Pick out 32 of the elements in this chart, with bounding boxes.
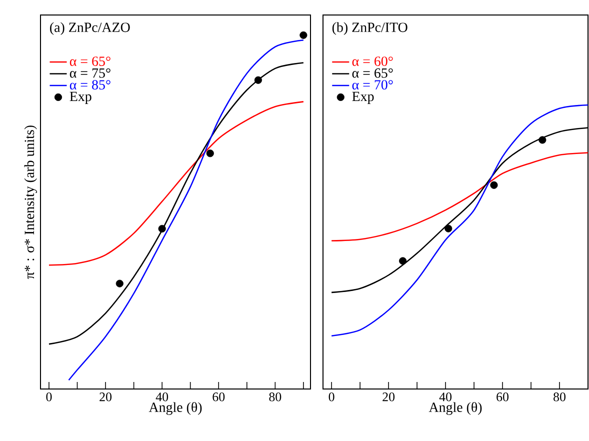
legend-label: α = 70°	[352, 80, 393, 90]
chart-title: (a) ZnPc/AZO	[50, 22, 130, 35]
point	[399, 257, 407, 265]
legend-label: α = 75°	[70, 68, 110, 78]
x-tick-label: 0	[328, 392, 334, 402]
x-tick-label: 60	[212, 392, 225, 402]
point	[490, 181, 498, 189]
legend-label: α = 85°	[70, 80, 110, 90]
legend-label: α = 65°	[70, 56, 110, 66]
x-tick-label: 40	[156, 392, 168, 402]
x-tick-label: 0	[46, 392, 52, 402]
point	[206, 150, 214, 158]
point	[158, 224, 166, 232]
legend-label: Exp	[352, 92, 374, 104]
y-axis-title: π* : σ* Intensity (arb units)	[24, 126, 37, 279]
x-axis-title: Angle (θ)	[428, 402, 482, 415]
x-tick-label: 80	[554, 392, 566, 402]
legend-label: Exp	[70, 92, 92, 104]
x-tick-label: 20	[100, 392, 112, 402]
chart-title: (b) ZnPc/ITO	[332, 22, 408, 35]
legend-label: α = 65°	[352, 68, 393, 78]
legend-label: α = 60°	[352, 56, 393, 66]
point	[538, 136, 546, 144]
point	[444, 224, 452, 232]
x-tick-label: 60	[496, 392, 509, 402]
point	[300, 31, 308, 39]
point	[116, 280, 124, 288]
point	[254, 76, 262, 84]
x-tick-label: 40	[439, 392, 452, 402]
x-axis-title: Angle (θ)	[148, 402, 202, 415]
x-tick-label: 80	[269, 392, 282, 402]
x-tick-label: 20	[382, 392, 395, 402]
